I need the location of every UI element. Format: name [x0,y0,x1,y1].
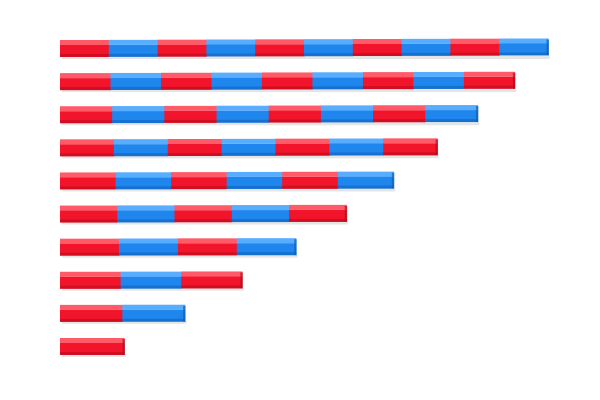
rod-9-segment-9-red [463,71,515,89]
rod-7-segment-3-red [167,139,223,156]
rod-10-segment-1-red [60,40,110,57]
rod-8-segment-4-blue [216,105,270,123]
rod-8-segment-5-red [268,105,322,123]
rod-6-end-cap [391,172,395,189]
rod-8-segment-6-blue [320,105,374,123]
rod-8-shadow [62,122,480,126]
rod-9-segment-3-red [160,72,213,90]
rod-7-segment-2-blue [113,139,169,157]
rod-3-end-cap [240,272,243,289]
rod-8-end-cap [475,106,479,123]
rod-5-segment-1-red [60,205,118,223]
rod-1-segment-1-red [60,338,125,355]
rod-1 [60,338,126,357]
rod-4-end-cap [294,239,297,256]
rod-5-segment-5-red [288,204,347,222]
rod-10-segment-7-red [352,39,403,56]
rod-3 [60,271,244,291]
rod-9-segment-5-red [261,72,314,90]
rod-2-segment-2-blue [122,304,186,322]
rod-5-segment-4-blue [231,205,290,223]
rod-2-segment-1-red [60,304,123,322]
rod-10-segment-8-blue [401,38,451,56]
rod-7-end-cap [435,139,439,156]
rod-10-segment-3-red [157,39,207,57]
rod-9-end-cap [512,72,516,89]
rod-9-segment-8-blue [413,71,465,89]
rod-3-segment-1-red [60,271,122,289]
rod-9-segment-6-blue [312,72,364,90]
rod-9 [60,71,517,93]
rod-10-segment-9-red [450,38,500,56]
rod-9-segment-1-red [60,73,112,91]
rod-10-end-cap [546,39,549,56]
rod-6-segment-2-blue [115,172,172,190]
rod-9-segment-4-blue [211,72,263,90]
rod-8-segment-8-blue [425,105,479,123]
rod-7-segment-7-red [383,138,438,156]
rod-9-segment-2-blue [110,72,162,90]
rod-10-segment-5-red [255,39,305,57]
rod-8-segment-3-red [164,105,218,123]
rod-5 [60,204,349,225]
rod-7-segment-6-blue [329,138,384,156]
rod-6-segment-6-blue [337,171,394,189]
rod-3-segment-3-red [181,271,243,289]
rod-7-segment-5-red [275,138,330,156]
rod-2 [60,304,187,324]
rod-4-segment-1-red [60,238,120,256]
rod-7-segment-4-blue [221,138,277,156]
rod-6 [60,171,396,192]
rod-10-segment-4-blue [206,39,256,57]
rod-4-segment-3-red [177,238,238,256]
rod-2-end-cap [183,305,186,322]
rod-6-segment-5-red [282,171,339,189]
rod-5-end-cap [344,205,348,222]
rod-4-segment-4-blue [236,238,297,256]
rod-9-segment-7-red [362,72,415,90]
rod-10-segment-10-blue [499,38,549,56]
rod-4-segment-2-blue [118,238,179,256]
rod-9-shadow [62,89,517,93]
rod-1-end-cap [122,339,125,355]
rod-8-segment-2-blue [112,106,165,124]
rod-10-segment-6-blue [304,39,354,57]
rod-8 [60,105,480,126]
rod-6-segment-3-red [171,172,228,190]
rod-5-segment-2-blue [117,205,176,223]
rod-4 [60,238,298,258]
rod-10-segment-2-blue [108,39,159,57]
rod-10 [60,38,550,59]
rod-7-segment-1-red [60,139,115,157]
rod-6-segment-4-blue [226,171,283,189]
rod-10-shadow [62,56,550,59]
rod-3-segment-2-blue [120,271,182,289]
rod-5-segment-3-red [174,205,233,223]
rod-8-segment-1-red [60,106,113,124]
rod-6-segment-1-red [60,172,117,190]
rod-8-segment-7-red [373,105,426,123]
rod-7 [60,138,440,159]
